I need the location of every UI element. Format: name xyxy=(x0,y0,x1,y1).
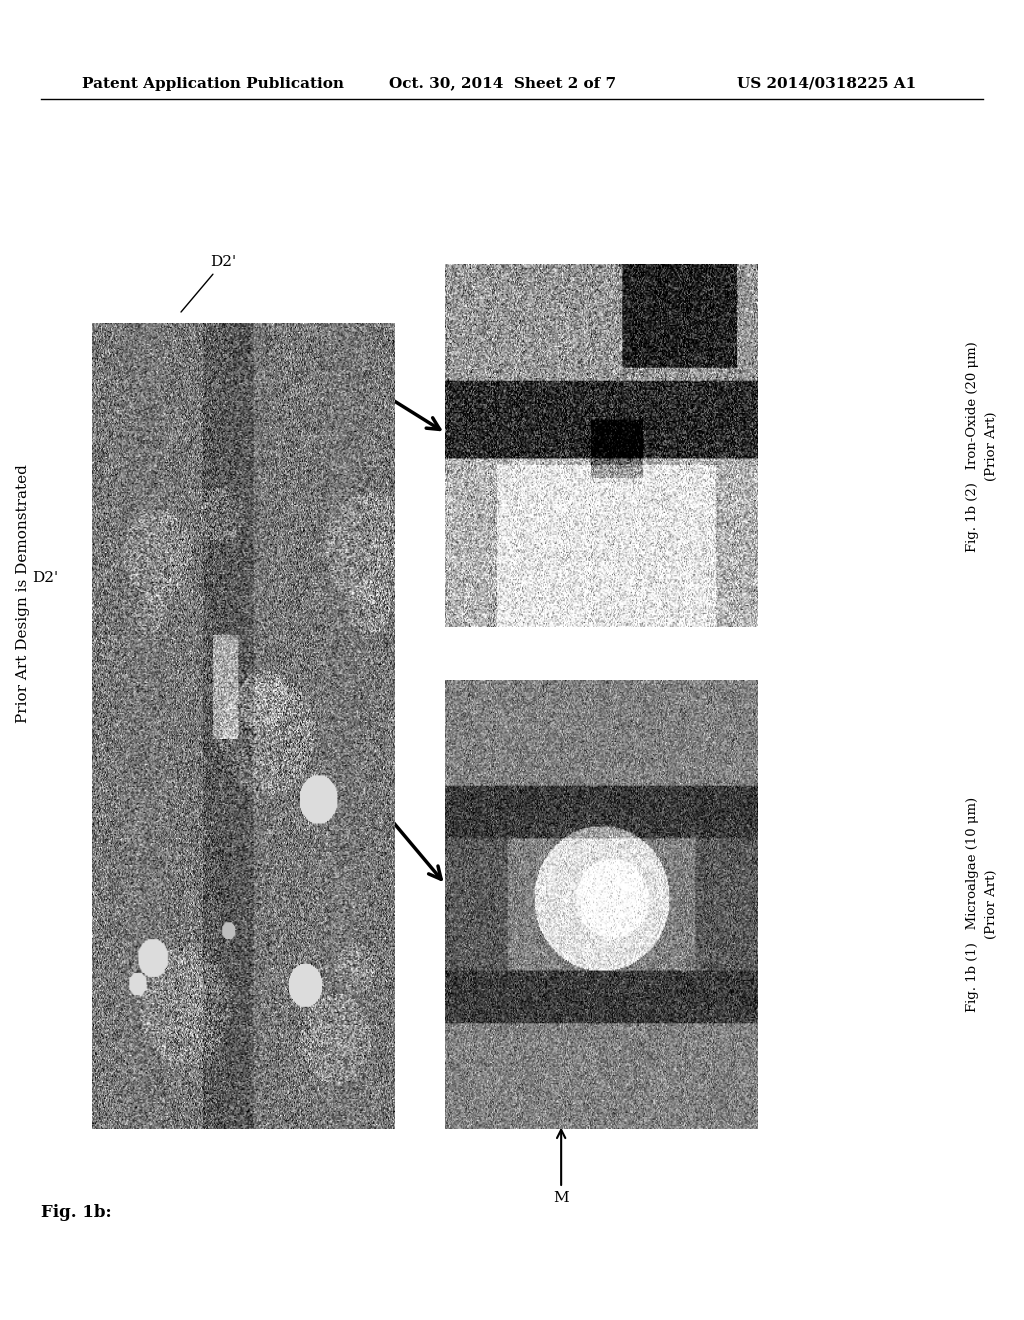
Text: (Prior Art): (Prior Art) xyxy=(985,870,997,939)
Text: D2": D2" xyxy=(244,572,331,585)
Text: D2': D2' xyxy=(181,255,237,312)
Text: Fig. 1b (1)   Microalgae (10 μm): Fig. 1b (1) Microalgae (10 μm) xyxy=(967,797,979,1011)
Text: M: M xyxy=(553,1130,569,1205)
Text: D2': D2' xyxy=(32,572,58,585)
Text: I-O: I-O xyxy=(573,395,598,477)
Text: Fig. 1b:: Fig. 1b: xyxy=(41,1204,112,1221)
Text: Oct. 30, 2014  Sheet 2 of 7: Oct. 30, 2014 Sheet 2 of 7 xyxy=(389,77,616,91)
Text: Patent Application Publication: Patent Application Publication xyxy=(82,77,344,91)
Text: US 2014/0318225 A1: US 2014/0318225 A1 xyxy=(737,77,916,91)
Text: (Prior Art): (Prior Art) xyxy=(985,412,997,480)
Text: Prior Art Design is Demonstrated: Prior Art Design is Demonstrated xyxy=(15,465,30,723)
Text: Fig. 1b (2)   Iron-Oxide (20 μm): Fig. 1b (2) Iron-Oxide (20 μm) xyxy=(967,341,979,552)
